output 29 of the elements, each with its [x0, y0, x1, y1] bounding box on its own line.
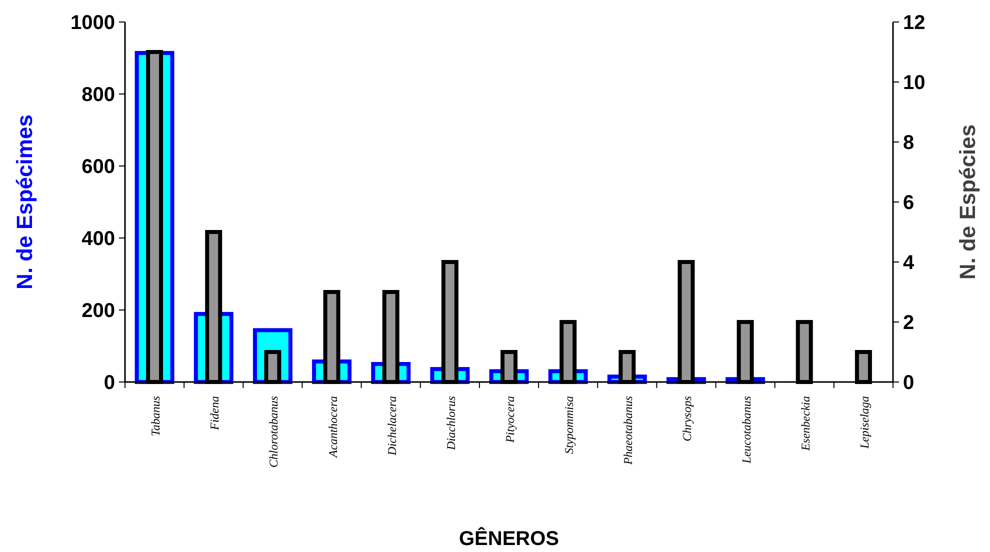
x-tick-label: Lepiselaga [857, 396, 872, 450]
x-tick-label: Phaeotabanus [621, 396, 636, 466]
x-tick-label: Stypommisa [562, 396, 576, 454]
x-tick-label: Pityocera [503, 396, 517, 444]
y2-tick-label: 6 [903, 192, 914, 214]
x-tick-label: Leucotabanus [739, 396, 754, 464]
x-tick-label: Fidena [208, 396, 222, 431]
y2-axis-title: N. de Espécies [955, 124, 980, 280]
y2-tick-label: 12 [903, 12, 926, 34]
x-tick-label: Chlorotabanus [266, 396, 281, 468]
y-tick-label: 1000 [70, 12, 115, 34]
x-tick-label: Acanthocera [326, 396, 340, 458]
y2-tick-label: 10 [903, 72, 926, 94]
y-axis-title: N. de Espécimes [12, 114, 37, 290]
y-tick-label: 200 [82, 300, 115, 322]
y-tick-label: 600 [82, 156, 115, 178]
x-tick-label: Tabanus [148, 396, 163, 436]
x-tick-label: Chrysops [680, 396, 694, 442]
y2-tick-label: 0 [903, 372, 914, 394]
y-tick-label: 0 [104, 372, 115, 394]
x-axis-title: GÊNEROS [458, 527, 560, 550]
y-tick-label: 800 [82, 84, 115, 106]
x-tick-label: Diachlorus [444, 396, 458, 451]
y2-tick-label: 8 [903, 132, 914, 154]
x-tick-label: Esenbeckia [798, 396, 812, 452]
y2-tick-label: 4 [903, 252, 915, 274]
x-tick-label: Dichelacera [384, 396, 399, 456]
y-tick-label: 400 [82, 228, 115, 250]
y2-tick-label: 2 [903, 312, 914, 334]
